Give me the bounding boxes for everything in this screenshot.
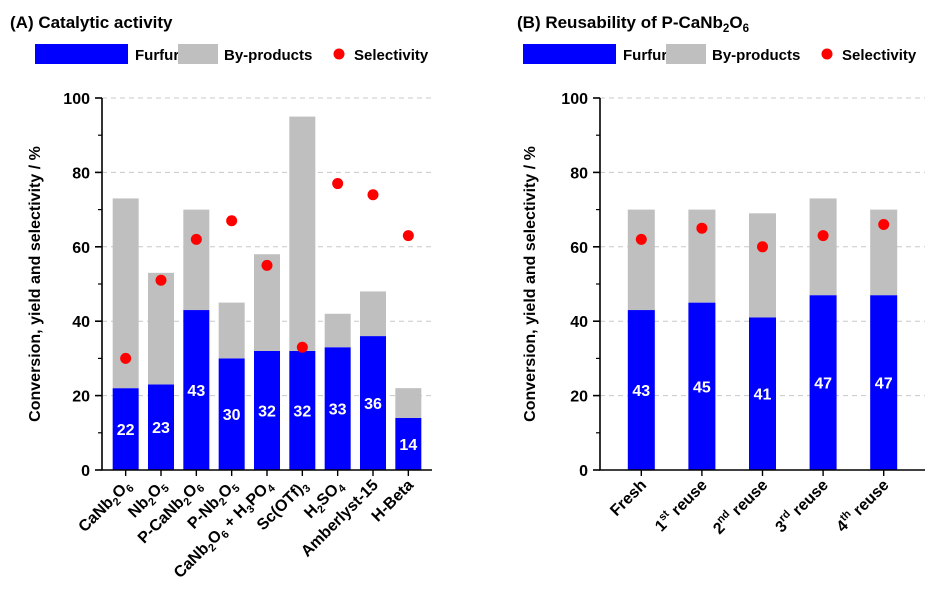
data-label-5: 32 [293, 403, 311, 420]
bar-furfural-4 [870, 295, 898, 470]
point-selectivity-4 [261, 259, 273, 271]
legend-label-furfural: Furfural [135, 47, 192, 64]
bar-furfural-2 [183, 310, 210, 470]
legend-label-selectivity: Selectivity [842, 47, 917, 64]
bar-furfural-6 [324, 347, 351, 470]
point-selectivity-2 [757, 241, 768, 253]
bar-furfural-1 [688, 302, 716, 470]
y-tick-label: 80 [72, 165, 90, 182]
y-tick-label: 80 [570, 165, 588, 182]
chart-title: (B) Reusability of P-CaNb2O6 [517, 13, 749, 35]
point-selectivity-1 [696, 222, 708, 234]
data-label-1: 23 [152, 420, 170, 437]
chart-title: (A) Catalytic activity [10, 13, 173, 32]
y-tick-label: 60 [72, 240, 90, 257]
data-label-0: 43 [632, 383, 650, 400]
y-tick-label: 100 [561, 91, 588, 108]
y-axis-label: Conversion, yield and selectivity / % [522, 146, 539, 422]
bar-by-products-5 [289, 116, 316, 351]
data-label-1: 45 [693, 379, 711, 396]
legend-swatch-by-products [178, 44, 218, 64]
legend-label-furfural: Furfural [623, 47, 680, 64]
data-label-2: 41 [754, 387, 772, 404]
data-label-3: 47 [814, 376, 832, 393]
data-label-6: 33 [329, 402, 347, 419]
y-axis-label: Conversion, yield and selectivity / % [27, 146, 44, 422]
bar-by-products-2 [749, 213, 776, 318]
legend-marker-selectivity [333, 48, 345, 60]
point-selectivity-1 [155, 274, 167, 286]
bar-by-products-0 [627, 209, 655, 311]
legend-swatch-by-products [666, 44, 706, 64]
x-tick-label-3rd-reuse: 3rd reuse [770, 475, 832, 537]
legend-swatch-furfural [523, 44, 616, 64]
legend-swatch-furfural [35, 44, 128, 64]
y-tick-label: 0 [579, 463, 588, 480]
point-selectivity-3 [817, 230, 829, 242]
data-label-4: 47 [875, 376, 893, 393]
legend-label-selectivity: Selectivity [354, 47, 429, 64]
bar-furfural-5 [289, 350, 316, 470]
bar-by-products-6 [324, 313, 351, 348]
data-label-4: 32 [258, 403, 276, 420]
legend-label-by-products: By-products [224, 47, 312, 64]
bar-furfural-1 [148, 384, 174, 470]
y-tick-label: 100 [63, 91, 90, 108]
y-tick-label: 40 [570, 314, 588, 331]
bar-furfural-0 [627, 310, 655, 470]
point-selectivity-0 [120, 352, 132, 364]
bar-by-products-1 [148, 272, 174, 385]
bar-by-products-7 [360, 291, 386, 337]
legend-marker-selectivity [821, 48, 833, 60]
bar-furfural-0 [112, 388, 139, 470]
point-selectivity-2 [190, 233, 202, 245]
x-tick-label-4th-reuse: 4th reuse [831, 475, 892, 536]
y-tick-label: 20 [570, 389, 588, 406]
point-selectivity-3 [226, 215, 238, 227]
point-selectivity-0 [635, 233, 647, 245]
bar-by-products-3 [218, 302, 245, 359]
point-selectivity-8 [402, 230, 414, 242]
y-tick-label: 60 [570, 240, 588, 257]
data-label-8: 14 [399, 437, 417, 454]
x-tick-label-fresh: Fresh [607, 477, 650, 520]
bar-furfural-2 [749, 317, 776, 470]
bar-by-products-8 [395, 388, 422, 418]
data-label-0: 22 [117, 422, 135, 439]
y-tick-label: 20 [72, 389, 90, 406]
data-label-3: 30 [223, 407, 241, 424]
bar-furfural-8 [395, 417, 422, 470]
bar-by-products-2 [183, 209, 210, 311]
point-selectivity-5 [296, 341, 308, 353]
x-tick-label-2nd-reuse: 2nd reuse [708, 475, 771, 538]
bar-furfural-4 [254, 350, 280, 470]
point-selectivity-6 [332, 178, 344, 190]
chart-panel-b: (B) Reusability of P-CaNb2O6 Furfural By-p… [517, 13, 925, 538]
point-selectivity-4 [878, 218, 890, 230]
bar-furfural-7 [360, 336, 386, 470]
y-tick-label: 0 [81, 463, 90, 480]
point-selectivity-7 [367, 189, 379, 201]
y-tick-label: 40 [72, 314, 90, 331]
x-tick-label-1st-reuse: 1st reuse [650, 475, 711, 536]
data-label-2: 43 [187, 383, 205, 400]
data-label-7: 36 [364, 396, 382, 413]
bar-by-products-3 [809, 198, 837, 296]
bar-furfural-3 [218, 358, 245, 470]
chart-panel-a: (A) Catalytic activity Furfural By-product… [10, 13, 432, 582]
legend-label-by-products: By-products [712, 47, 800, 64]
bar-furfural-3 [809, 295, 837, 470]
